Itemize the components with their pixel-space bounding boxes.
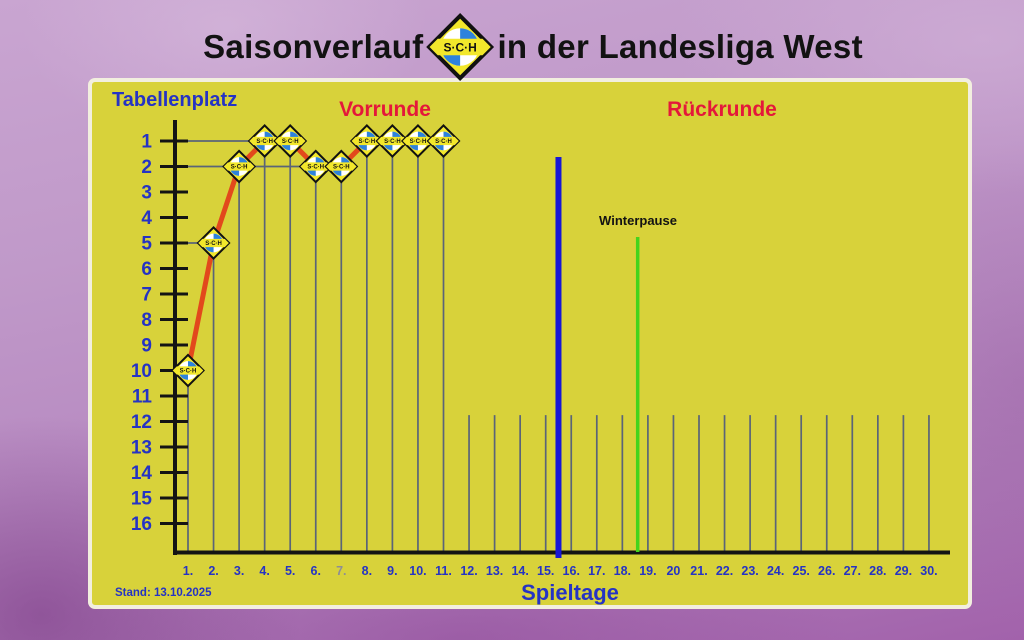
- x-tick-label: 13.: [486, 564, 503, 578]
- x-tick-label: 22.: [716, 564, 733, 578]
- x-tick-label: 23.: [741, 564, 758, 578]
- logo-text: S·C·H: [410, 139, 427, 145]
- x-tick-label: 1.: [183, 564, 193, 578]
- logo-text: S·C·H: [282, 139, 299, 145]
- logo-band: [172, 366, 204, 375]
- logo-band: [402, 136, 434, 146]
- logo-band: [223, 162, 255, 171]
- x-tick-label: 26.: [818, 564, 835, 578]
- y-tick-label: 5: [141, 234, 152, 255]
- logo-text: S·C·H: [256, 139, 273, 145]
- x-tick-label: 15.: [537, 564, 554, 578]
- logo-band: [351, 136, 383, 146]
- x-tick-label: 2.: [208, 564, 218, 578]
- y-axis-title: Tabellenplatz: [112, 89, 238, 111]
- x-tick-label: 18.: [614, 564, 631, 578]
- logo-text: S·C·H: [205, 241, 222, 247]
- data-point-marker: S·C·H: [196, 226, 231, 260]
- season-chart: S·C·H S·C·H S·C·H S·C·H S·C·H S·C·H S·C·H S·C·H…: [131, 120, 950, 578]
- logo-band: [377, 136, 408, 146]
- x-tick-label: 28.: [869, 564, 886, 578]
- chart-panel: S·C·H S·C·H S·C·H S·C·H S·C·H S·C·H S·C·H S·C·H…: [88, 78, 972, 609]
- logo-text: S·C·H: [180, 369, 197, 375]
- club-logo-graphic: S·C·H: [426, 13, 495, 81]
- x-tick-label: 25.: [793, 564, 810, 578]
- rueckrunde-label: Rückrunde: [667, 98, 777, 121]
- data-point-marker: S·C·H: [222, 149, 257, 184]
- data-point-marker: S·C·H: [298, 149, 333, 184]
- logo-text: S·C·H: [444, 40, 477, 54]
- y-tick-label: 1: [141, 132, 152, 153]
- x-tick-label: 29.: [895, 564, 912, 578]
- status-date: Stand: 13.10.2025: [115, 587, 212, 599]
- logo-text: S·C·H: [384, 139, 401, 145]
- title-right-text: in der Landesliga West: [497, 28, 863, 65]
- y-tick-label: 6: [141, 259, 152, 280]
- x-tick-label: 10.: [409, 564, 426, 578]
- logo-band: [429, 38, 492, 56]
- x-tick-label: 30.: [920, 564, 937, 578]
- x-tick-label: 27.: [844, 564, 861, 578]
- x-tick-label: 7.: [336, 564, 346, 578]
- x-tick-label: 8.: [362, 564, 372, 578]
- y-tick-label: 15: [131, 489, 153, 510]
- logo-band: [249, 136, 280, 146]
- logo-text: S·C·H: [435, 139, 452, 145]
- y-tick-label: 16: [131, 514, 152, 535]
- logo-band: [274, 136, 306, 146]
- logo-band: [326, 162, 357, 171]
- data-point-marker: S·C·H: [400, 124, 435, 158]
- x-tick-label: 9.: [387, 564, 397, 578]
- x-tick-label: 21.: [690, 564, 707, 578]
- data-point-marker: S·C·H: [171, 353, 205, 388]
- data-point-marker: S·C·H: [247, 124, 282, 158]
- data-point-marker: S·C·H: [324, 149, 359, 184]
- y-tick-label: 9: [141, 336, 152, 357]
- x-tick-label: 20: [666, 564, 680, 578]
- x-tick-label: 6.: [311, 564, 321, 578]
- y-tick-label: 13: [131, 438, 152, 459]
- data-point-marker: S·C·H: [426, 124, 461, 158]
- data-point-marker: S·C·H: [375, 124, 410, 158]
- x-tick-label: 19.: [639, 564, 656, 578]
- x-tick-label: 14.: [511, 564, 528, 578]
- club-logo-icon: S·C·H: [426, 13, 495, 81]
- logo-text: S·C·H: [231, 165, 248, 171]
- logo-text: S·C·H: [359, 139, 376, 145]
- logo-text: S·C·H: [333, 165, 350, 171]
- x-tick-label: 24.: [767, 564, 784, 578]
- y-tick-label: 12: [131, 412, 152, 433]
- y-tick-label: 10: [131, 361, 152, 382]
- x-tick-label: 4.: [259, 564, 269, 578]
- x-tick-label: 5.: [285, 564, 295, 578]
- y-tick-label: 7: [141, 285, 152, 306]
- x-tick-label: 12.: [460, 564, 477, 578]
- data-point-marker: S·C·H: [273, 124, 308, 158]
- y-tick-label: 2: [141, 157, 152, 178]
- x-tick-label: 16.: [563, 564, 580, 578]
- logo-band: [428, 136, 459, 146]
- x-tick-label: 11.: [435, 564, 452, 578]
- vorrunde-label: Vorrunde: [339, 98, 431, 121]
- y-tick-label: 4: [141, 208, 152, 229]
- title-left-text: Saisonverlauf: [203, 28, 424, 65]
- logo-text: S·C·H: [307, 165, 324, 171]
- y-tick-label: 8: [141, 310, 152, 331]
- x-tick-label: 17.: [588, 564, 605, 578]
- winterpause-label: Winterpause: [599, 213, 677, 228]
- y-tick-label: 11: [132, 387, 153, 408]
- logo-band: [300, 162, 332, 171]
- x-axis-title: Spieltage: [521, 580, 619, 605]
- y-tick-label: 14: [131, 463, 153, 484]
- y-tick-label: 3: [141, 183, 152, 204]
- page-title: Saisonverlauf S·C·H in der Landesliga We…: [203, 13, 863, 81]
- logo-band: [198, 238, 229, 248]
- x-tick-label: 3.: [234, 564, 244, 578]
- data-point-marker: S·C·H: [349, 124, 384, 158]
